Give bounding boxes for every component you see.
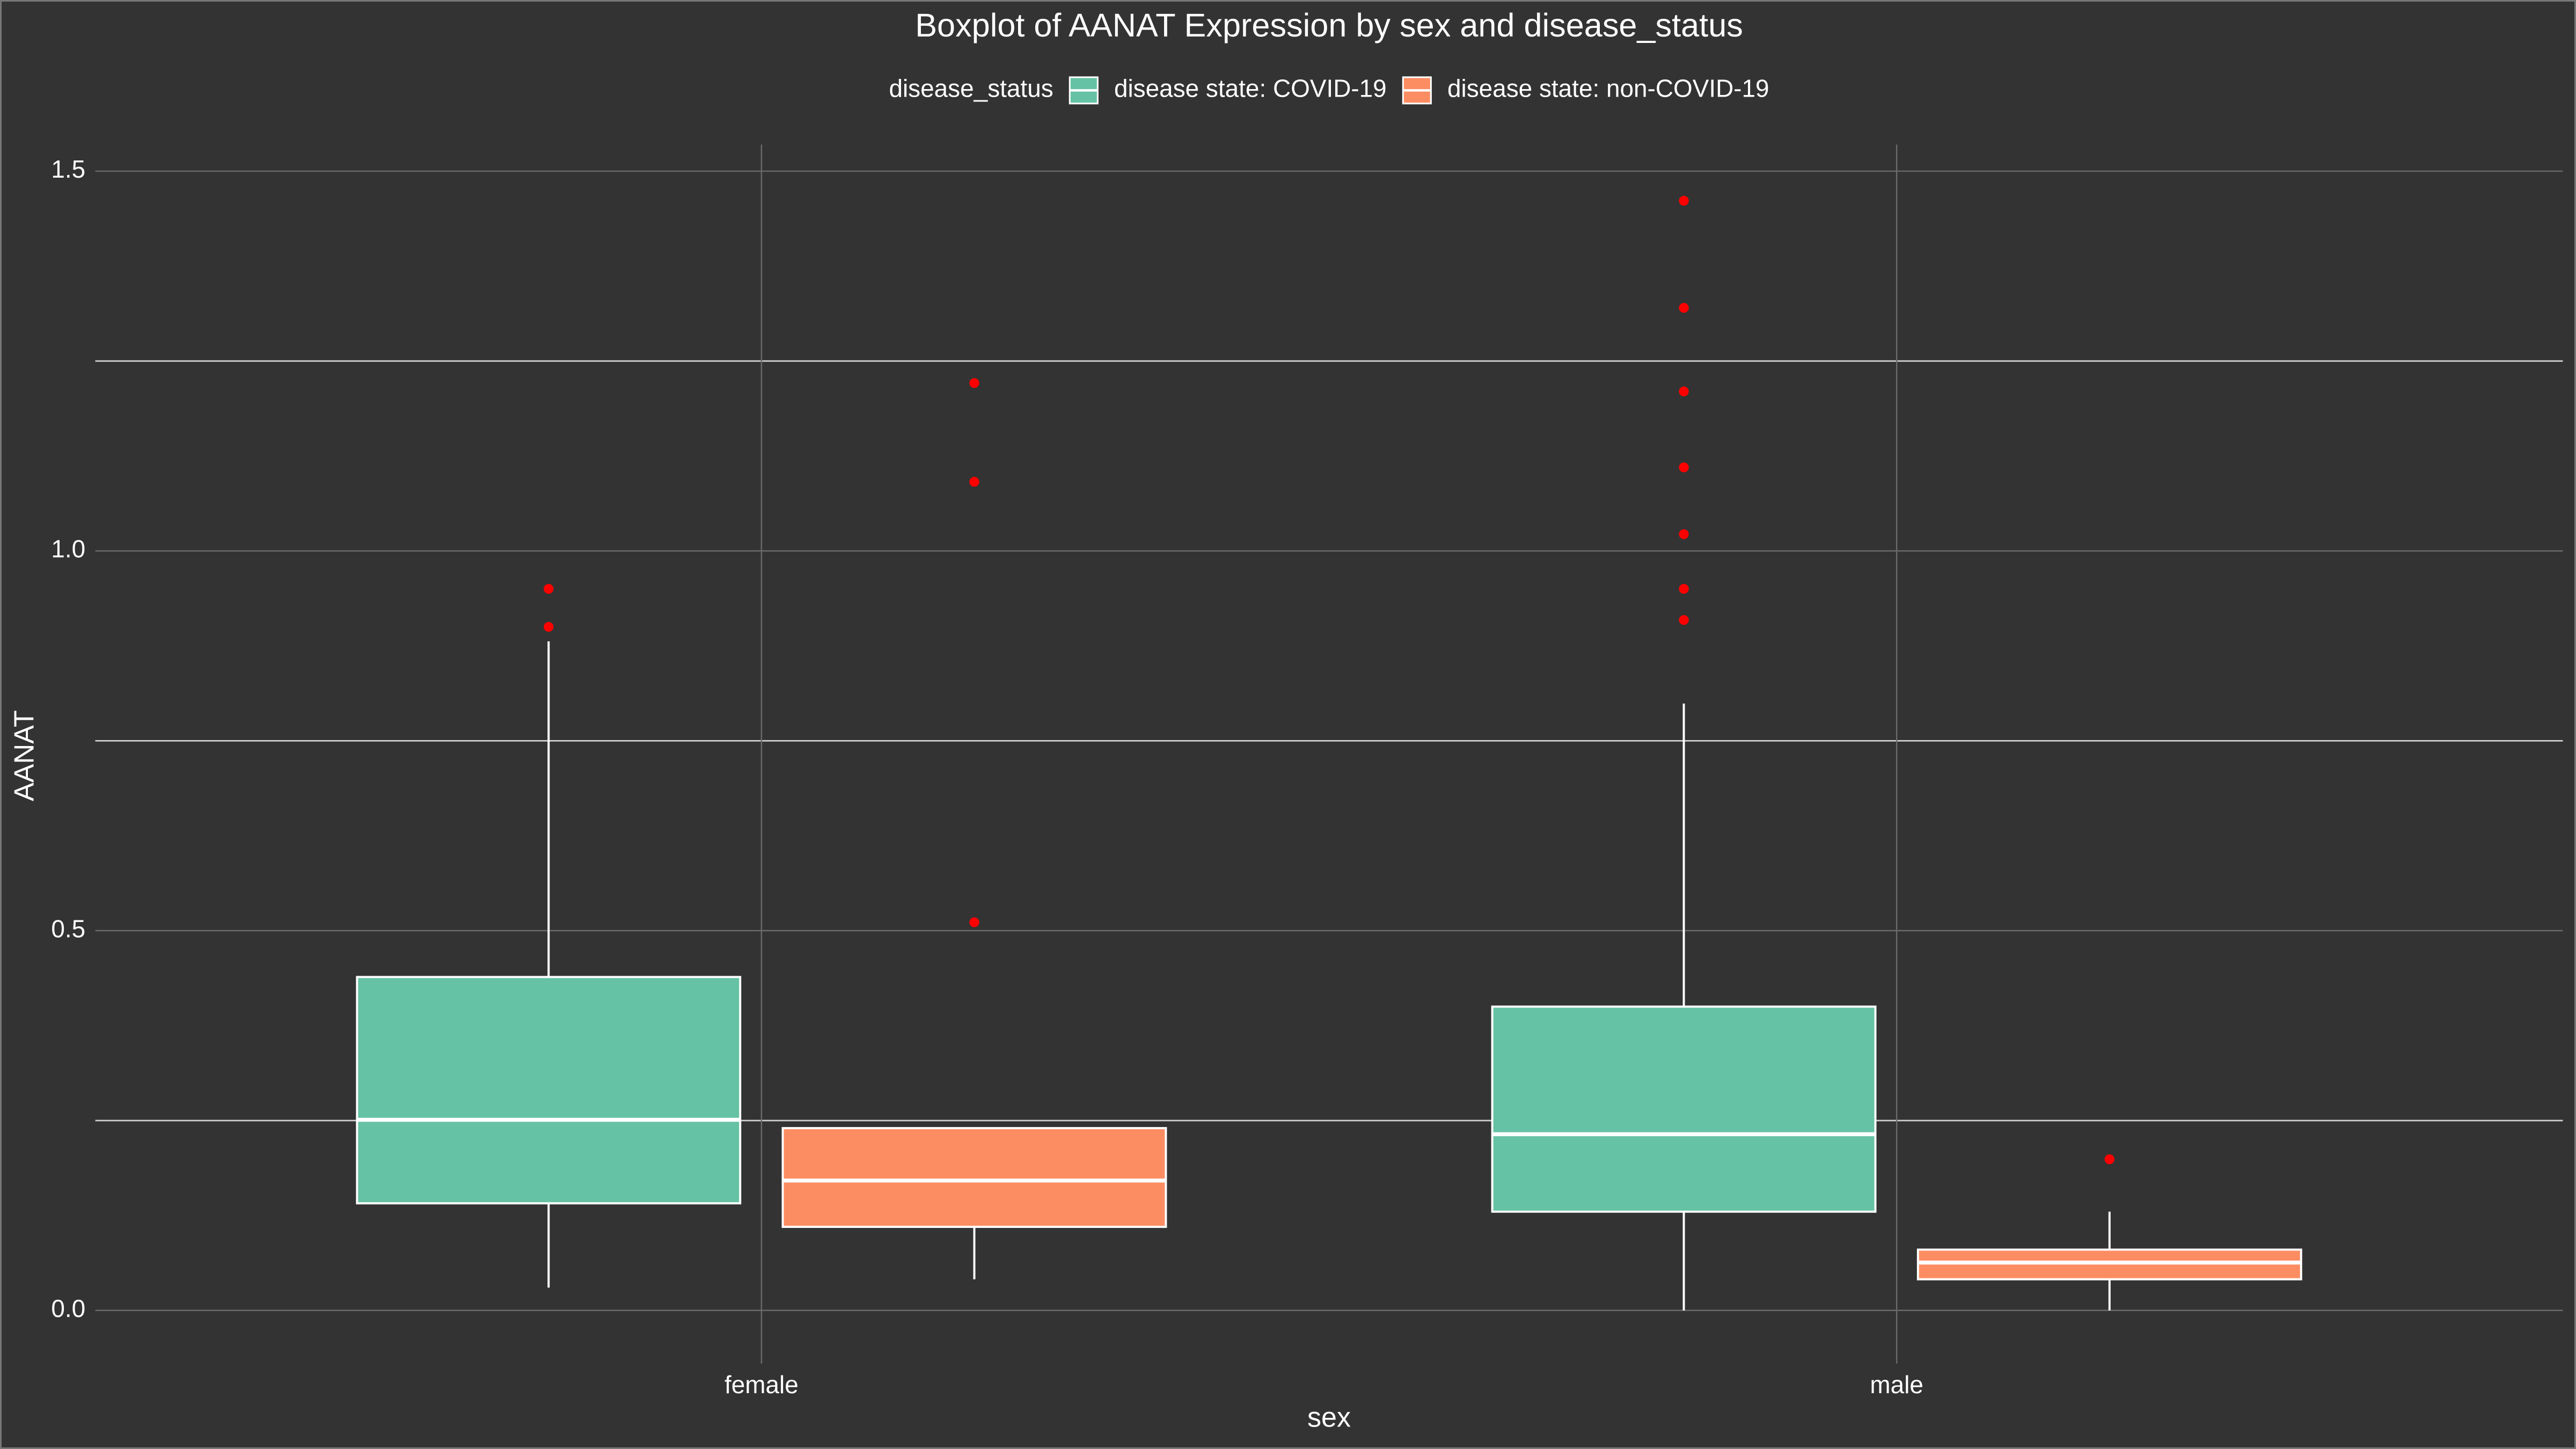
- chart-title: Boxplot of AANAT Expression by sex and d…: [915, 7, 1743, 43]
- plot-area: [356, 195, 2302, 1311]
- outlier: [969, 477, 979, 487]
- box: [356, 976, 742, 1205]
- x-tick-label: male: [1870, 1371, 1923, 1399]
- y-tick-label: 1.5: [51, 155, 85, 183]
- legend-item: disease state: COVID-19: [1069, 74, 1387, 105]
- outlier: [2104, 1154, 2114, 1165]
- x-axis-label: sex: [1307, 1402, 1351, 1433]
- legend-title: disease_status: [889, 74, 1053, 102]
- outlier: [1679, 303, 1689, 313]
- legend-label: disease state: COVID-19: [1114, 74, 1387, 102]
- outlier: [544, 621, 554, 632]
- grid: 0.0 0.5 1.0 1.5 female male: [51, 144, 2563, 1399]
- y-tick-label: 1.0: [51, 535, 85, 563]
- outlier: [1679, 462, 1689, 473]
- outlier: [1679, 386, 1689, 397]
- y-tick-label: 0.5: [51, 914, 85, 942]
- box: [781, 1127, 1167, 1228]
- outlier: [969, 378, 979, 388]
- outlier: [969, 917, 979, 927]
- box: [1491, 1005, 1877, 1213]
- outlier: [1679, 615, 1689, 625]
- y-axis-label: AANAT: [9, 710, 40, 801]
- y-tick-label: 0.0: [51, 1294, 85, 1322]
- outlier: [1679, 529, 1689, 539]
- legend-item: disease state: non-COVID-19: [1402, 74, 1769, 105]
- x-tick-label: female: [724, 1371, 799, 1399]
- outlier: [1679, 584, 1689, 594]
- outlier: [1679, 195, 1689, 206]
- legend: disease_status disease state: COVID-19 dis…: [889, 74, 1769, 105]
- legend-label: disease state: non-COVID-19: [1447, 74, 1769, 102]
- outlier: [544, 584, 554, 594]
